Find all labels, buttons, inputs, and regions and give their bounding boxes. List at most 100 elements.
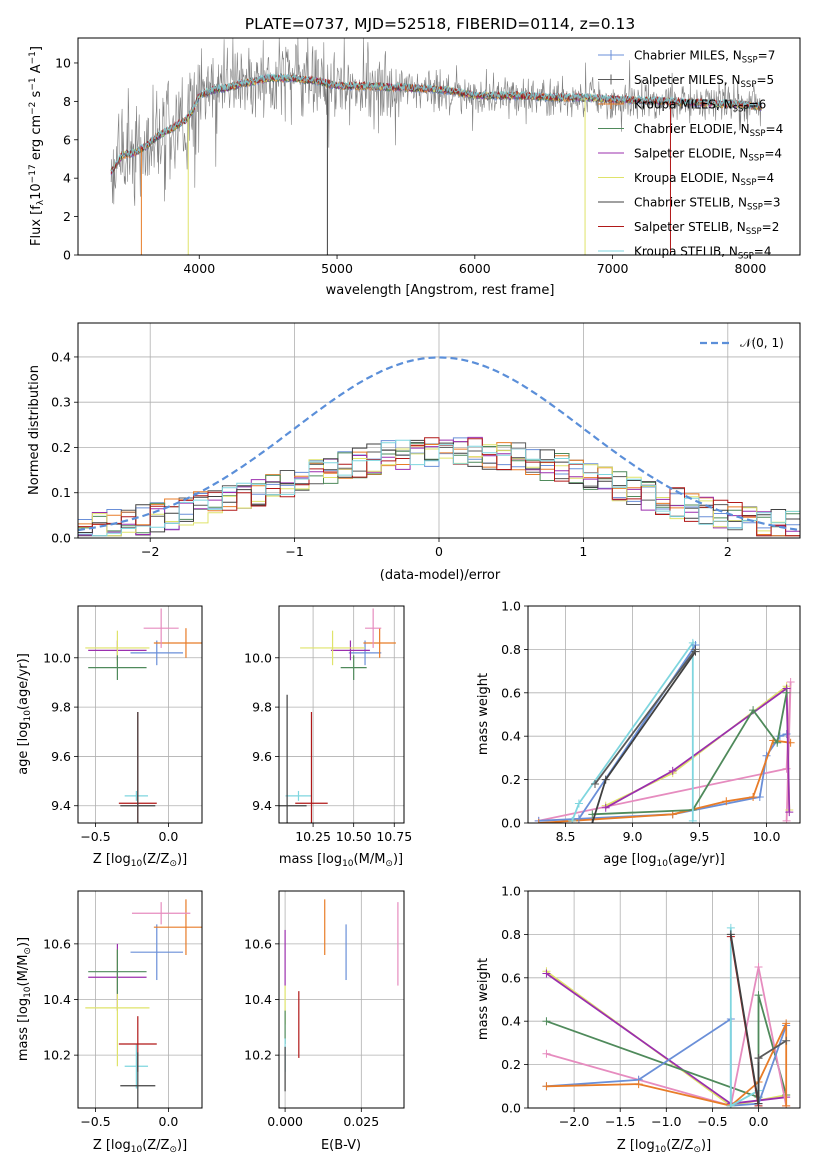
mass-weight-marker <box>688 816 697 823</box>
mass-weight-marker <box>754 991 763 1000</box>
label-part: (Z/Z <box>142 1138 169 1153</box>
mass-weight-marker <box>601 775 610 784</box>
legend-entry: Salpeter STELIB, NSSP=2 <box>634 220 779 237</box>
y-axis-label: Normed distribution <box>27 365 42 495</box>
mass-weight-marker <box>782 1019 791 1028</box>
y-tick-label: 0.2 <box>501 1057 521 1072</box>
mass-weight-line <box>546 994 788 1099</box>
errorbar-point <box>120 712 156 823</box>
mass-weight-marker <box>782 1036 791 1045</box>
errorbar-point <box>88 949 147 994</box>
y-axis-label: mass [log10(M/M⊙)] <box>16 937 33 1061</box>
label-part: )] <box>393 852 403 867</box>
label-part: 10 <box>131 1145 143 1155</box>
legend-marker <box>606 99 616 109</box>
mass-weight-marker <box>542 1017 551 1026</box>
mass-weight-marker <box>786 677 795 686</box>
chart-title: PLATE=0737, MJD=52518, FIBERID=0114, z=0… <box>245 15 635 33</box>
x-tick-label: 5000 <box>321 261 353 276</box>
plot-area <box>534 638 795 823</box>
mass-weight-marker <box>542 969 551 978</box>
label-part: Chabrier ELODIE, N <box>634 122 750 136</box>
mass-weight-marker <box>749 706 758 715</box>
label-part: Kroupa MILES, N <box>634 98 733 112</box>
label-part: (M/M <box>16 955 31 987</box>
mass-weight-marker <box>726 1101 735 1108</box>
mass-weight-line <box>594 648 697 785</box>
mass-weight-marker <box>601 803 610 812</box>
y-axis-label: mass weight <box>476 958 491 1040</box>
y-tick-label: 9.6 <box>51 749 71 764</box>
y-tick-label: 1.0 <box>501 599 521 614</box>
y-tick-label: 9.8 <box>51 700 71 715</box>
label-part: SSP <box>733 105 749 115</box>
plot-area <box>78 356 800 537</box>
mass-weight-marker <box>722 797 731 806</box>
errorbar-point <box>285 790 312 801</box>
plot-background <box>78 606 202 823</box>
label-part: ⊙ <box>169 859 177 869</box>
label-part: (age/yr)] <box>16 653 31 710</box>
x-tick-label: 4000 <box>183 261 215 276</box>
plot-area <box>279 608 396 823</box>
histogram-series <box>78 437 800 537</box>
mass-weight-marker <box>590 779 599 788</box>
axes-mass-weight-vs-age: 8.5 9.0 9.5 10.0 0.0 0.2 0.4 0.6 0.8 1.0 age [log1… <box>476 599 801 869</box>
plot-area <box>110 38 762 255</box>
y-tick-label: 10.6 <box>244 936 272 951</box>
label-part: =3 <box>763 196 781 210</box>
y-tick-label: 0.6 <box>501 685 521 700</box>
label-part: Z [log <box>93 1138 131 1153</box>
errorbar-point <box>295 712 328 823</box>
axes-frame <box>77 322 801 539</box>
axes-frame <box>278 890 405 1109</box>
label-part: =4 <box>754 245 772 259</box>
label-part: =4 <box>764 147 782 161</box>
label-part: mass [log <box>279 852 342 867</box>
errorbar-point <box>153 899 202 955</box>
x-tick-label: 7000 <box>597 261 629 276</box>
label-part: 10 <box>656 859 668 869</box>
mass-weight-marker <box>574 814 583 823</box>
mass-weight-marker <box>755 792 764 801</box>
legend-entry: Salpeter MILES, NSSP=5 <box>634 73 774 90</box>
x-tick-label: −1 <box>285 544 303 559</box>
errorbar-point <box>130 924 184 981</box>
label-part: Z [log <box>93 852 131 867</box>
mass-weight-marker <box>691 645 700 654</box>
mass-weight-line <box>605 686 791 813</box>
mass-weight-marker <box>785 808 794 817</box>
label-part: −1 <box>28 77 38 90</box>
y-tick-label: 0.2 <box>51 440 71 455</box>
label-part: age [log <box>16 722 31 775</box>
label-part: Flux [f <box>29 205 44 246</box>
x-axis-label: Z [log10(Z/Z⊙)] <box>617 1138 711 1155</box>
x-axis-label: Z [log10(Z/Z⊙)] <box>93 852 187 869</box>
label-part: =4 <box>756 171 774 185</box>
label-part: SSP <box>742 56 758 66</box>
y-tick-label: 0.4 <box>501 729 521 744</box>
x-axis-label: E(B-V) <box>321 1138 361 1153</box>
label-part: SSP <box>747 203 763 213</box>
y-axis-label: Flux [fλ10−17 erg cm−2 s−1 A−1] <box>28 46 46 246</box>
y-tick-label: 10.4 <box>244 992 272 1007</box>
x-axis-label: wavelength [Angstrom, rest frame] <box>326 283 555 298</box>
label-part: 10 <box>131 859 143 869</box>
label-part: Salpeter ELODIE, N <box>634 147 748 161</box>
x-tick-label: 9.5 <box>690 829 710 844</box>
label-part: age [log <box>603 852 656 867</box>
label-part: Chabrier MILES, N <box>634 49 742 63</box>
axes-frame <box>527 890 801 1109</box>
label-part: SSP <box>746 227 762 237</box>
errorbar-point <box>124 790 149 801</box>
mass-weight-marker <box>542 1082 551 1091</box>
x-tick-label: 2 <box>724 544 732 559</box>
label-part: −17 <box>28 164 38 183</box>
legend-entry: Kroupa ELODIE, NSSP=4 <box>634 171 774 188</box>
legend-entry: Salpeter ELODIE, NSSP=4 <box>634 147 782 164</box>
plot-background <box>528 606 800 823</box>
y-tick-label: 0.8 <box>501 927 521 942</box>
mass-weight-marker <box>754 1099 763 1108</box>
y-tick-label: 0.0 <box>501 816 521 831</box>
y-tick-label: 0.2 <box>501 772 521 787</box>
